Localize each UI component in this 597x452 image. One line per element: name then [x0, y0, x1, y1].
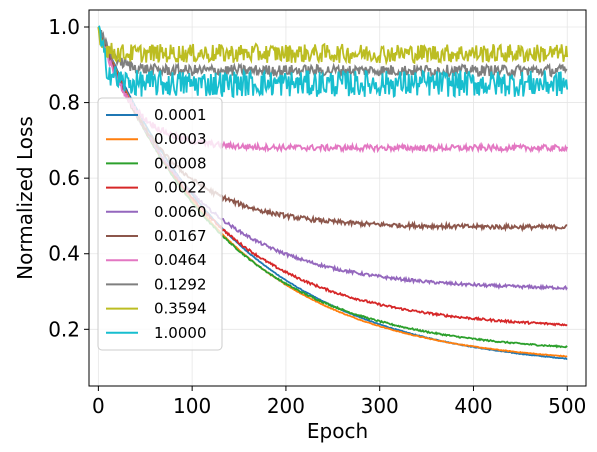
- axis-ticks: 0 100 200 300 400 500 0.2 0.4 0.6 0.8 1.0: [48, 15, 586, 418]
- y-axis-title: Normalized Loss: [13, 116, 37, 280]
- y-tick-label: 0.6: [48, 166, 80, 190]
- series-line-0.3594: [97, 26, 569, 66]
- legend-label: 0.0003: [154, 130, 207, 148]
- x-tick-label: 200: [267, 394, 305, 418]
- legend-label: 0.1292: [154, 275, 207, 293]
- legend-label: 0.0022: [154, 179, 207, 197]
- legend-label: 1.0000: [154, 324, 207, 342]
- x-tick-label: 500: [548, 394, 586, 418]
- legend-label: 0.0001: [154, 106, 207, 124]
- legend-box: [97, 97, 223, 351]
- y-tick-label: 1.0: [48, 15, 80, 39]
- x-tick-label: 0: [92, 394, 105, 418]
- plot-frame: [88, 9, 587, 387]
- series-line-1.0000: [98, 25, 569, 99]
- legend-label: 0.0008: [154, 154, 207, 172]
- legend-label: 0.3594: [154, 300, 207, 318]
- y-tick-label: 0.2: [48, 317, 80, 341]
- x-tick-label: 300: [361, 394, 399, 418]
- series-line-0.1292: [97, 26, 568, 80]
- y-tick-label: 0.8: [48, 91, 80, 115]
- x-tick-label: 400: [454, 394, 492, 418]
- legend-label: 0.0060: [154, 203, 207, 221]
- y-tick-label: 0.4: [48, 242, 80, 266]
- legend-label: 0.0464: [154, 251, 207, 269]
- x-axis-title: Epoch: [307, 419, 368, 443]
- legend-label: 0.0167: [154, 227, 207, 245]
- x-tick-label: 100: [173, 394, 211, 418]
- legend: 0.0001 0.0003 0.0008 0.0022 0.0060 0.0167 0.04…: [97, 97, 223, 351]
